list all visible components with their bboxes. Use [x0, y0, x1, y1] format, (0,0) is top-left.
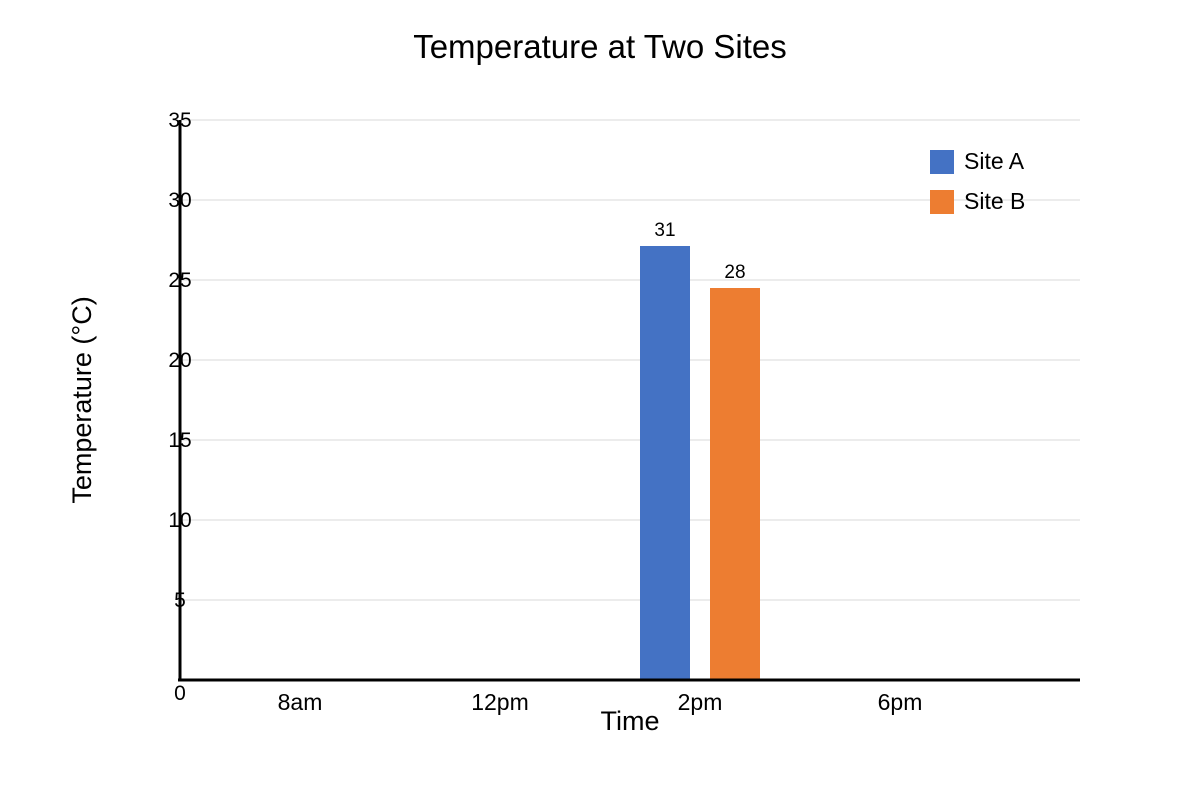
legend-swatch [930, 190, 954, 214]
bar-data-label: 31 [654, 220, 675, 241]
chart-title: Temperature at Two Sites [413, 28, 787, 65]
bar-site-a-2pm [640, 246, 690, 680]
y-tick-label: 5 [174, 589, 186, 612]
bar-data-label: 28 [724, 262, 745, 283]
bars [640, 246, 760, 680]
x-tick-label: 8am [278, 689, 323, 715]
x-axis-title: Time [601, 706, 660, 736]
legend-label: Site B [964, 188, 1025, 214]
x-tick-label: 12pm [471, 689, 529, 715]
y-tick-label: 25 [168, 269, 191, 292]
legend-label: Site A [964, 148, 1025, 174]
x-tick-labels: 8am 12pm 2pm 6pm [278, 689, 923, 715]
y-tick-label: 15 [168, 429, 191, 452]
y-axis-title: Temperature (°C) [67, 296, 97, 503]
y-tick-label: 30 [168, 189, 191, 212]
y-tick-label: 35 [168, 109, 191, 132]
x-tick-label: 6pm [878, 689, 923, 715]
y-tick-label: 10 [168, 509, 191, 532]
bar-site-b-2pm [710, 288, 760, 680]
legend-swatch [930, 150, 954, 174]
legend: Site A Site B [930, 148, 1025, 214]
y-tick-label: 0 [174, 682, 186, 705]
y-tick-labels: 0 5 10 15 20 25 30 35 [168, 109, 191, 705]
x-tick-label: 2pm [678, 689, 723, 715]
data-labels: 31 28 [654, 220, 745, 283]
y-tick-label: 20 [168, 349, 191, 372]
